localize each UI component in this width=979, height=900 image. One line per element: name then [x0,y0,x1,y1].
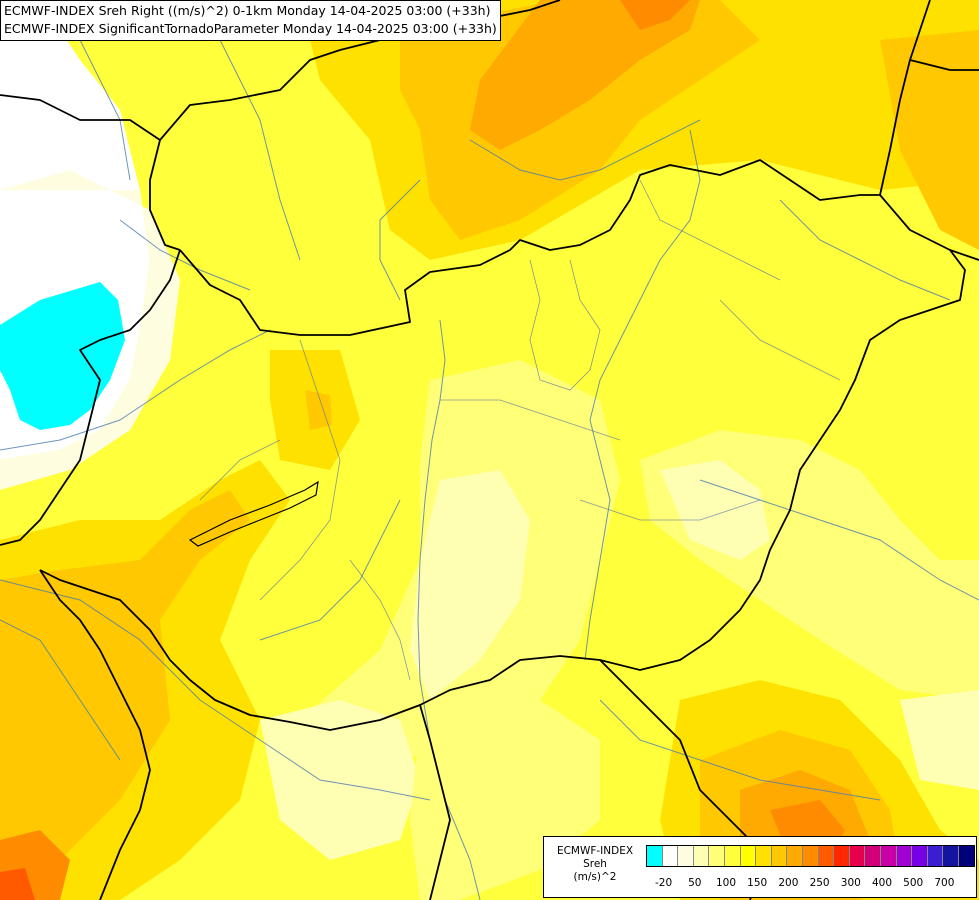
legend-tick-label: 50 [688,877,702,889]
field-west-cyan [0,282,125,430]
field-center-light [410,470,530,700]
legend-swatch-18 [927,846,944,866]
legend-title-line-3: (m/s)^2 [573,871,617,883]
legend-swatch-19 [943,846,959,866]
color-legend: ECMWF-INDEX Sreh (m/s)^2 -20 50 100 150 200 2… [543,836,977,898]
legend-tick-label: 100 [715,877,737,889]
legend-swatch-9 [787,846,803,866]
legend-tick-label: 200 [778,877,799,889]
legend-swatch-4 [709,846,725,866]
legend-swatch-11 [818,846,835,866]
regional-borders [199,179,841,681]
legend-swatch-1 [662,846,679,866]
legend-title-line-1: ECMWF-INDEX [556,845,634,857]
legend-tick-label: 400 [871,877,893,889]
field-north-red [620,0,690,30]
legend-swatch-10 [802,846,819,866]
legend-swatch-5 [724,846,741,866]
legend-swatch-6 [740,846,757,866]
map-title: ECMWF-INDEX Sreh Right ((m/s)^2) 0-1km M… [0,0,501,41]
legend-swatch-2 [678,846,694,866]
legend-tick-label: -20 [655,877,673,889]
legend-tick-label: 500 [903,877,924,889]
field-east-light [660,460,770,560]
legend-swatch-8 [771,846,788,866]
legend-swatch-16 [896,846,913,866]
legend-swatch-15 [880,846,897,866]
field-west-mid-orange-core [305,390,332,430]
field-north-orange-core [470,0,700,150]
legend-swatch-7 [756,846,772,866]
legend-tick-label: 150 [747,877,768,889]
field-southwest-orange-dark [0,490,250,870]
field-east-edge-light [900,690,979,790]
title-line-1: ECMWF-INDEX Sreh Right ((m/s)^2) 0-1km M… [4,3,491,18]
lake-balaton [188,480,319,547]
legend-swatch-0 [647,846,663,866]
border-hungary-north [39,159,966,731]
border-ukraine [879,0,931,196]
title-line-2: ECMWF-INDEX SignificantTornadoParameter … [4,21,497,36]
border-ukraine-romania [909,59,979,71]
legend-swatch-12 [834,846,850,866]
field-north-orange-dark [400,0,760,240]
field-southwest-red-core [0,868,35,900]
legend-tick-label: 300 [840,877,861,889]
border-slovenia [39,569,151,900]
legend-tick-label: 700 [934,877,955,889]
field-northeast-orange [880,30,979,250]
border-serbia [419,704,451,900]
border-austria-west [0,249,181,546]
legend-swatch-3 [693,846,710,866]
legend-tick-label: 250 [809,877,830,889]
legend-swatches [646,845,976,867]
legend-swatch-20 [958,846,975,866]
legend-title-line-2: Sreh [583,858,607,870]
field-south-pale [260,700,420,860]
border-romania-east [949,249,979,261]
legend-swatch-13 [849,846,866,866]
legend-title: ECMWF-INDEX Sreh (m/s)^2 [548,845,642,884]
legend-swatch-14 [865,846,881,866]
legend-swatch-17 [912,846,928,866]
